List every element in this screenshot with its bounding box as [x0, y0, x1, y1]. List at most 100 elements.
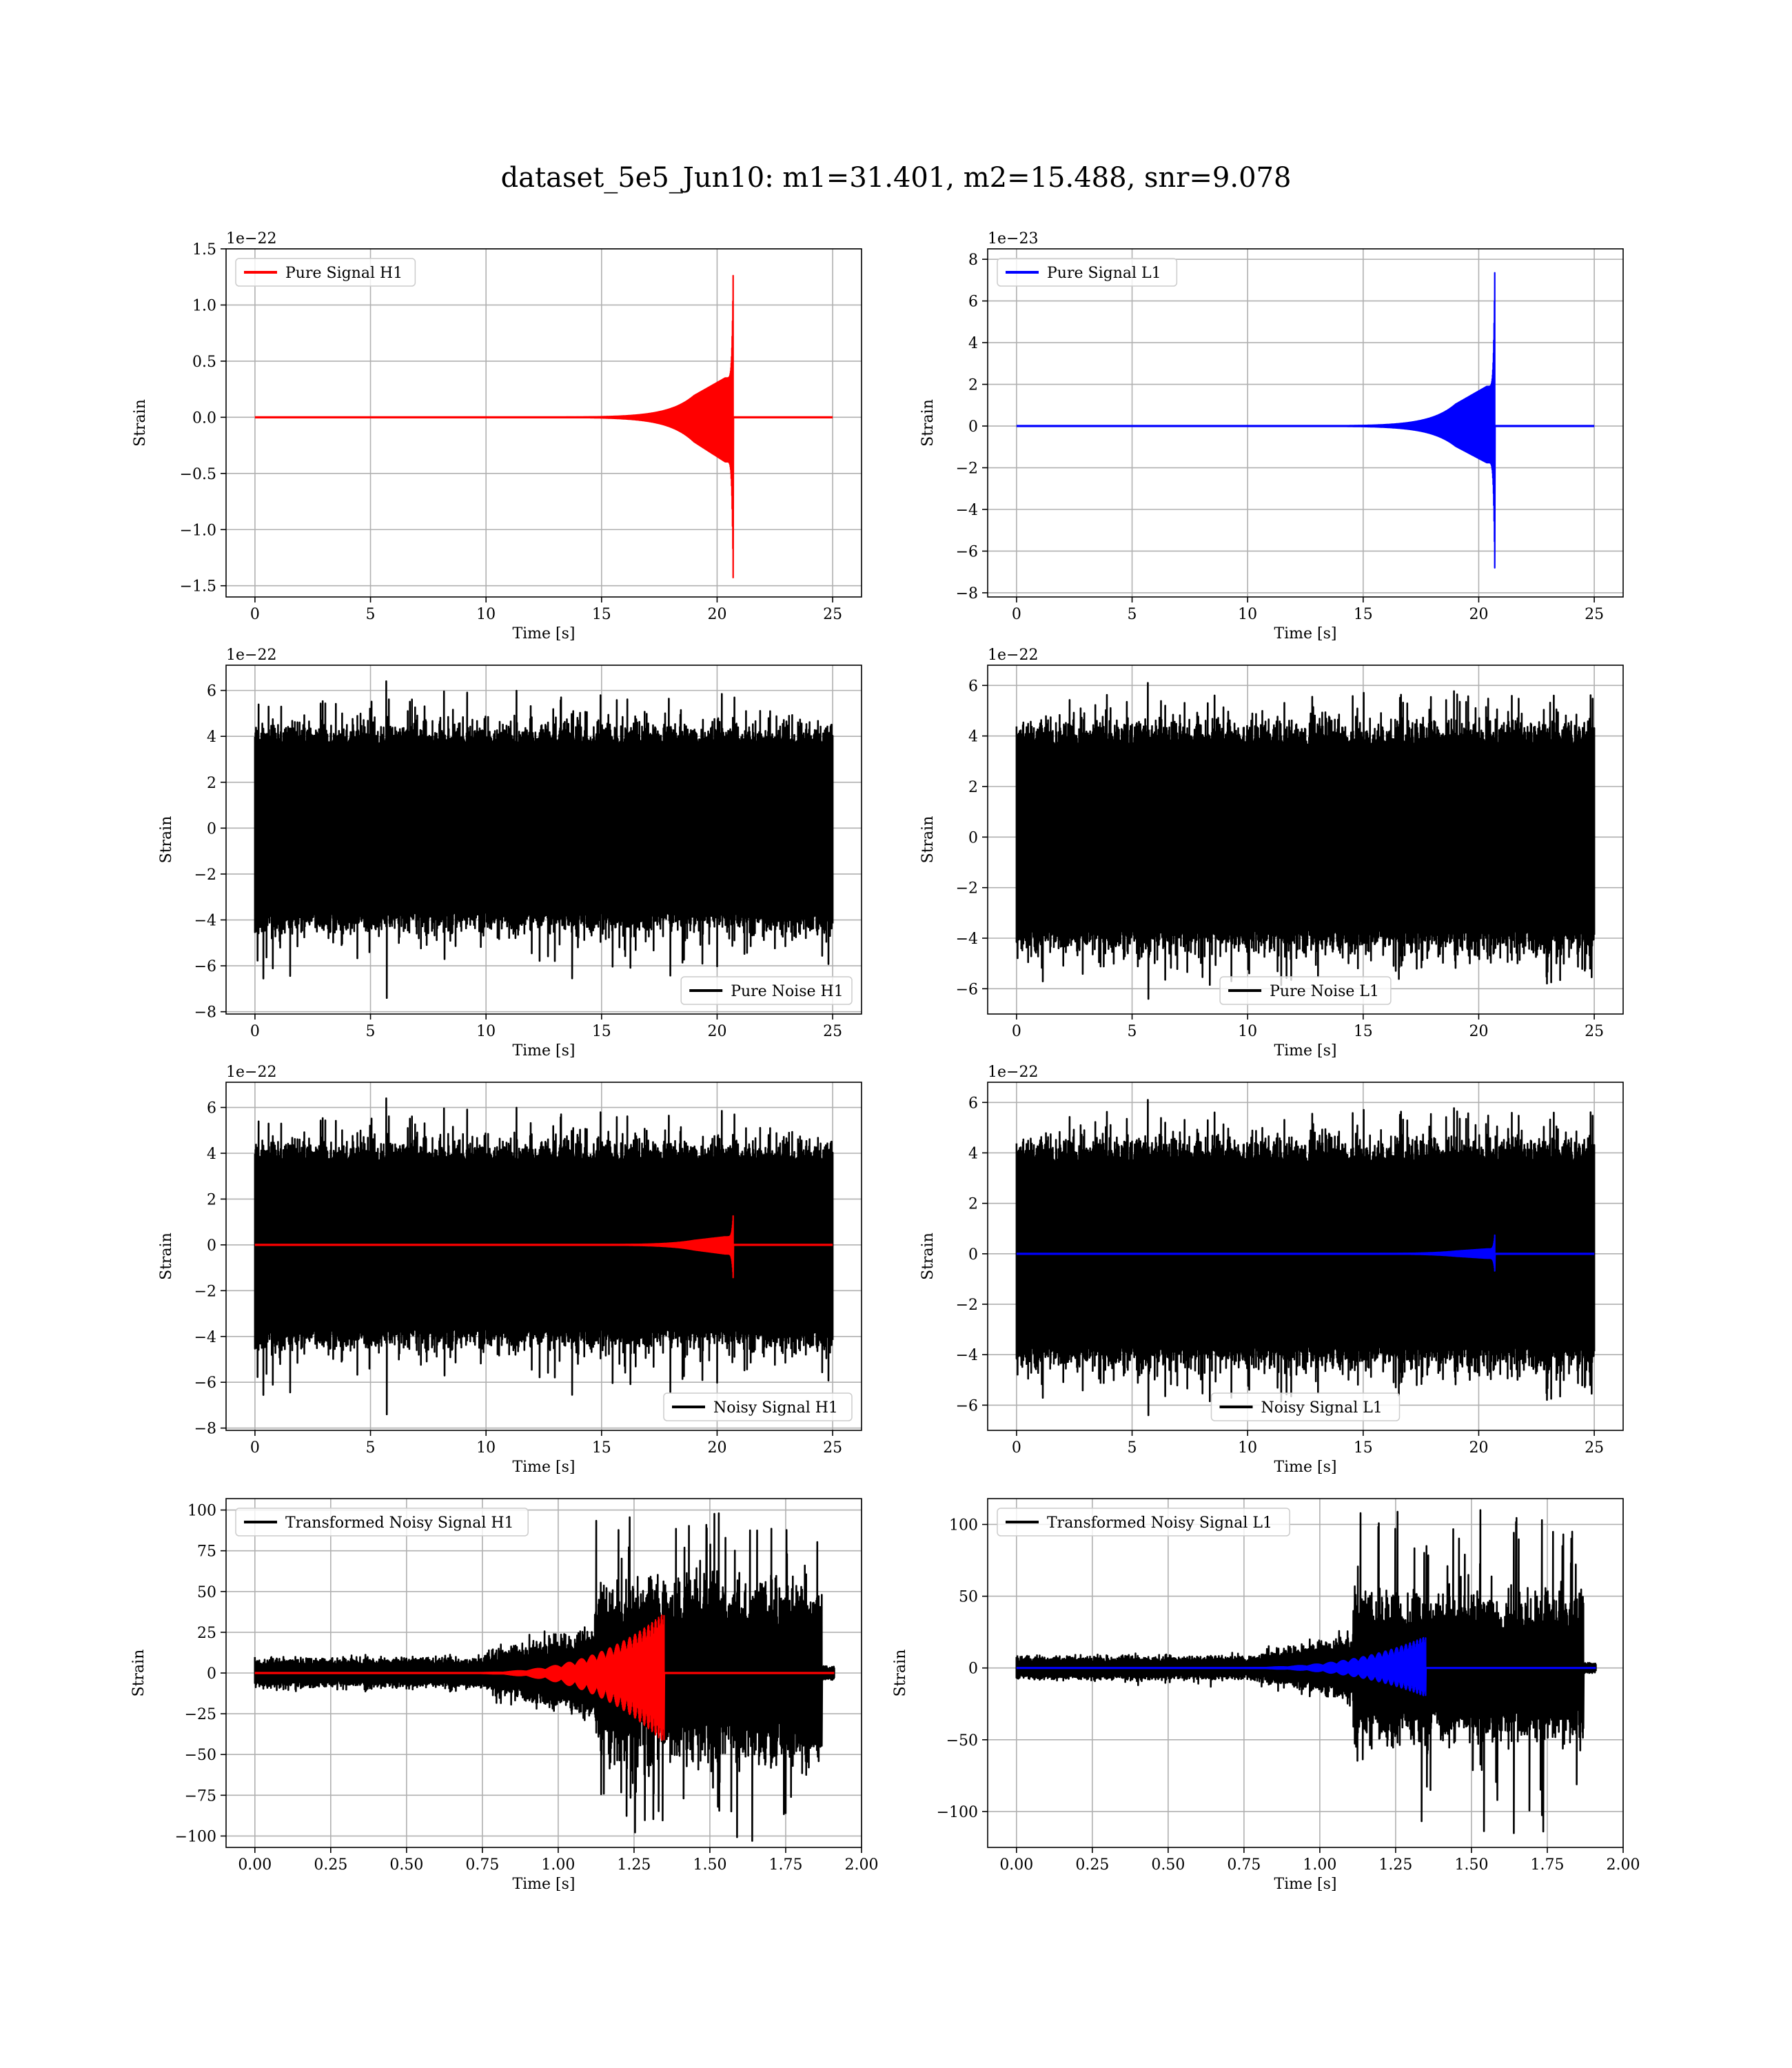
series-line-transformed-noisy-signal-h1: [254, 1512, 835, 1842]
y-tick-label: 6: [968, 1095, 978, 1112]
x-tick-label: 0.00: [238, 1856, 272, 1874]
y-tick-label: −8: [194, 1004, 216, 1022]
series-line-pure-signal-h1: [254, 274, 833, 578]
axis-offset-label: 1e−22: [226, 230, 276, 247]
y-axis-label: Strain: [130, 1650, 147, 1697]
y-tick-label: −2: [956, 1297, 978, 1314]
legend: Pure Signal L1: [997, 258, 1178, 287]
y-tick-label: −4: [956, 931, 978, 948]
x-tick-label: 0.50: [389, 1856, 423, 1874]
x-tick-label: 2.00: [845, 1856, 879, 1874]
series-layer: [254, 1097, 834, 1415]
y-tick-label: −1.5: [180, 578, 216, 596]
x-tick-label: 15: [1354, 1439, 1373, 1457]
x-tick-label: 0.75: [1227, 1856, 1261, 1874]
x-tick-label: 20: [1469, 1439, 1488, 1457]
y-tick-label: −6: [956, 543, 978, 560]
x-tick-label: 0: [250, 606, 260, 623]
y-axis-label: Strain: [158, 1233, 175, 1280]
y-tick-label: 6: [968, 294, 978, 311]
x-axis-label: Time [s]: [1274, 625, 1336, 642]
x-tick-label: 10: [1238, 1439, 1257, 1457]
legend-label: Noisy Signal L1: [1261, 1399, 1383, 1417]
x-axis-label: Time [s]: [512, 625, 575, 642]
y-tick-label: 0: [207, 820, 216, 838]
axis-offset-label: 1e−22: [988, 1064, 1038, 1081]
y-tick-label: 100: [187, 1503, 216, 1520]
series-layer: [1015, 682, 1596, 1000]
x-tick-label: 1.00: [541, 1856, 575, 1874]
y-tick-label: −2: [956, 460, 978, 478]
legend: Pure Noise H1: [680, 976, 853, 1005]
axis-offset-label: 1e−22: [226, 647, 276, 664]
y-tick-label: 1.0: [192, 297, 216, 314]
x-tick-label: 15: [1354, 606, 1373, 623]
legend-box: [235, 1508, 529, 1537]
y-tick-label: 75: [197, 1543, 216, 1561]
x-tick-label: 1.75: [1530, 1856, 1564, 1874]
gridlines: [226, 248, 862, 597]
legend: Pure Signal H1: [235, 258, 416, 287]
y-tick-label: −4: [956, 1347, 978, 1364]
series-layer: [1015, 1099, 1596, 1417]
y-tick-label: −25: [185, 1706, 216, 1723]
y-tick-label: −4: [194, 913, 216, 930]
x-axis-label: Time [s]: [512, 1459, 575, 1476]
axes-frame: [225, 248, 862, 598]
legend-label: Pure Noise L1: [1270, 983, 1379, 1000]
legend-box: [680, 976, 853, 1005]
y-tick-label: −2: [194, 866, 216, 884]
y-tick-label: 6: [207, 683, 216, 700]
x-tick-label: 20: [707, 606, 726, 623]
x-tick-label: 1.00: [1303, 1856, 1336, 1874]
series-layer: [1016, 272, 1595, 569]
y-tick-label: 0: [207, 1665, 216, 1683]
x-tick-label: 5: [1128, 606, 1137, 623]
x-tick-label: 10: [476, 606, 496, 623]
y-tick-label: −4: [194, 1329, 216, 1346]
y-tick-label: −2: [194, 1283, 216, 1300]
y-axis-label: Strain: [919, 816, 937, 864]
x-tick-label: 2.00: [1607, 1856, 1640, 1874]
y-tick-label: 25: [197, 1625, 216, 1642]
y-axis-label: Strain: [132, 399, 149, 447]
y-axis-label: Strain: [919, 399, 937, 447]
x-tick-label: 5: [366, 606, 376, 623]
legend-label: Transformed Noisy Signal L1: [1047, 1514, 1272, 1532]
y-tick-label: 4: [968, 729, 978, 746]
x-tick-label: 25: [1585, 1439, 1604, 1457]
series-layer: [1015, 1509, 1597, 1834]
y-tick-label: 2: [968, 377, 978, 394]
series-layer: [254, 274, 833, 578]
series-line-pure-noise-h1: [254, 680, 834, 999]
y-tick-label: 6: [207, 1100, 216, 1117]
x-tick-label: 25: [1585, 1023, 1604, 1040]
legend-label: Pure Signal H1: [285, 265, 403, 282]
axes-frame: [987, 1498, 1624, 1848]
x-tick-label: 0: [1012, 606, 1021, 623]
y-tick-label: −6: [956, 981, 978, 998]
subplot-noisy-signal-h1: 0 5 10 15 20 25 −8 −6 −4 −2 0 2 4 6 1e−22 Time [s] Strai…: [158, 1064, 862, 1476]
legend-box: [235, 258, 416, 287]
legend: Transformed Noisy Signal H1: [235, 1508, 529, 1537]
x-tick-label: 10: [1238, 606, 1257, 623]
y-tick-label: 1.5: [192, 241, 216, 258]
figure-title: dataset_5e5_Jun10: m1=31.401, m2=15.488,…: [501, 162, 1292, 194]
legend: Transformed Noisy Signal L1: [997, 1508, 1290, 1537]
series-layer: [254, 680, 834, 999]
y-axis-label: Strain: [158, 816, 175, 864]
y-tick-label: 8: [968, 252, 978, 269]
y-tick-label: 2: [207, 1191, 216, 1208]
y-tick-label: −6: [194, 958, 216, 975]
legend-box: [1219, 976, 1392, 1005]
x-tick-label: 0.00: [999, 1856, 1033, 1874]
y-tick-label: 4: [968, 1145, 978, 1162]
legend-box: [663, 1392, 853, 1421]
axis-offset-label: 1e−23: [988, 230, 1038, 247]
x-tick-label: 15: [592, 1439, 611, 1457]
series-line-noisy-signal-h1: [254, 1097, 834, 1415]
y-tick-label: −0.5: [180, 466, 216, 483]
legend-label: Noisy Signal H1: [713, 1399, 838, 1417]
x-tick-label: 1.25: [617, 1856, 651, 1874]
y-axis-label: Strain: [892, 1650, 909, 1697]
